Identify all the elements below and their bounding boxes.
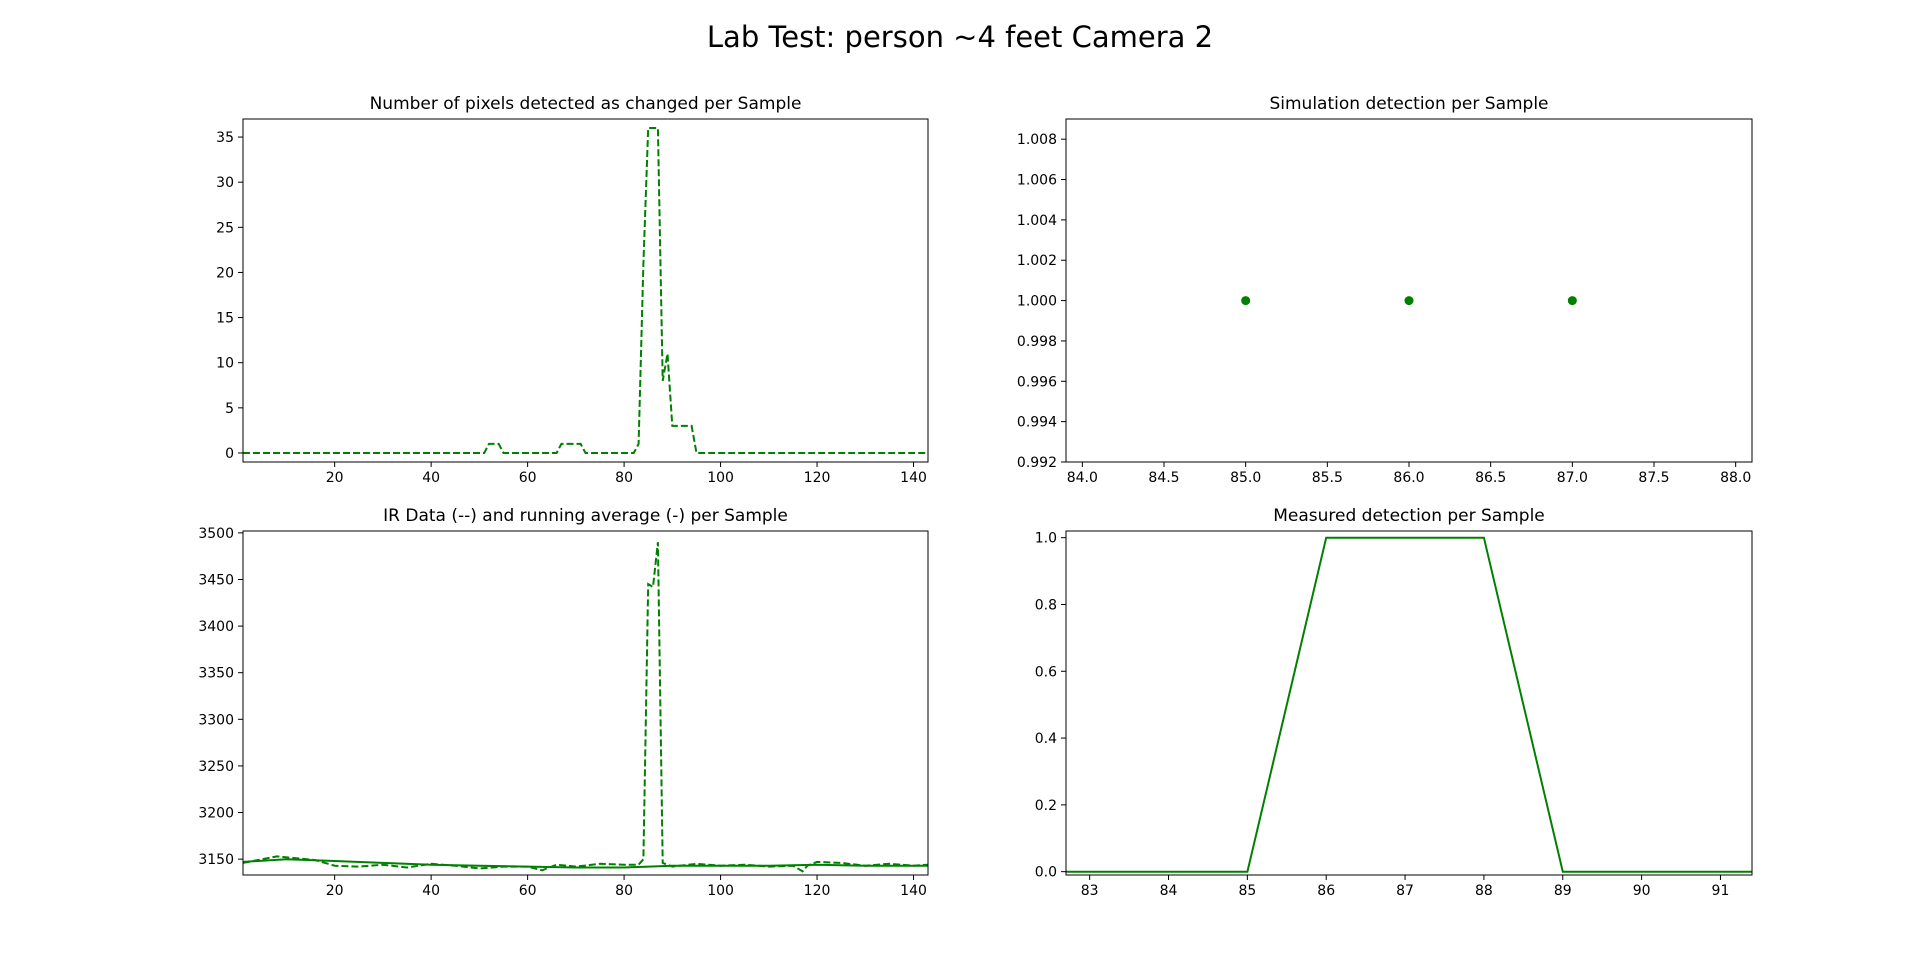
x-tick-label: 91 <box>1712 883 1730 899</box>
axes-frame-simulation <box>1065 118 1753 463</box>
x-tick-label: 84.5 <box>1148 470 1179 486</box>
chart-simulation: Simulation detection per Sample 84.0 84.5 8… <box>1017 94 1753 486</box>
x-tick-label: 100 <box>707 883 734 899</box>
y-tick-label: 0.8 <box>1035 597 1057 613</box>
y-tick-label: 3250 <box>198 759 234 775</box>
series-line-ir-0 <box>243 542 928 873</box>
x-tick-label: 90 <box>1633 883 1651 899</box>
x-tick-label: 85 <box>1238 883 1256 899</box>
y-tick-label: 0.6 <box>1035 664 1057 680</box>
y-tick-label: 25 <box>216 220 234 236</box>
chart-ir: IR Data (--) and running average (-) per… <box>198 506 929 899</box>
x-tick-label: 88 <box>1475 883 1493 899</box>
y-tick-label: 10 <box>216 356 234 372</box>
y-tick-label: 35 <box>216 130 234 146</box>
y-tick-label: 5 <box>225 401 234 417</box>
subplots: Number of pixels detected as changed per… <box>198 94 1753 899</box>
x-tick-label: 85.0 <box>1230 470 1261 486</box>
x-tick-label: 80 <box>615 883 633 899</box>
x-tick-label: 40 <box>422 470 440 486</box>
y-tick-label: 1.000 <box>1017 294 1057 310</box>
x-tick-label: 86.5 <box>1475 470 1506 486</box>
y-tick-label: 0.996 <box>1017 374 1057 390</box>
x-tick-label: 84 <box>1160 883 1178 899</box>
y-tick-label: 3300 <box>198 712 234 728</box>
x-tick-label: 20 <box>326 883 344 899</box>
y-tick-label: 0.2 <box>1035 798 1057 814</box>
data-point-simulation-0 <box>1241 296 1251 306</box>
x-tick-label: 87.5 <box>1638 470 1669 486</box>
figure-title: Lab Test: person ~4 feet Camera 2 <box>707 20 1213 54</box>
data-point-simulation-2 <box>1567 296 1577 306</box>
chart-title-simulation: Simulation detection per Sample <box>1269 94 1548 114</box>
x-tick-label: 80 <box>615 470 633 486</box>
x-tick-label: 60 <box>519 470 537 486</box>
plot-area-pixels <box>243 127 928 454</box>
y-tick-label: 0.992 <box>1017 455 1057 471</box>
plot-area-ir <box>243 542 928 873</box>
y-tick-label: 1.004 <box>1017 213 1057 229</box>
chart-title-pixels: Number of pixels detected as changed per… <box>370 94 802 114</box>
y-tick-label: 3350 <box>198 666 234 682</box>
x-tick-label: 87.0 <box>1557 470 1588 486</box>
x-tick-label: 60 <box>519 883 537 899</box>
data-point-simulation-1 <box>1404 296 1414 306</box>
series-line-measured-0 <box>1066 536 1752 873</box>
plot-area-measured <box>1066 536 1752 873</box>
plot-area-simulation <box>1241 296 1577 306</box>
y-tick-label: 3400 <box>198 619 234 635</box>
x-tick-label: 85.5 <box>1312 470 1343 486</box>
series-line-pixels-0 <box>243 127 928 454</box>
y-tick-label: 15 <box>216 311 234 327</box>
series-line-ir-1 <box>243 858 928 869</box>
y-tick-label: 3200 <box>198 806 234 822</box>
x-tick-label: 40 <box>422 883 440 899</box>
axes-frame-ir <box>242 530 929 876</box>
y-tick-label: 1.008 <box>1017 132 1057 148</box>
x-tick-label: 84.0 <box>1067 470 1098 486</box>
x-tick-label: 120 <box>804 470 831 486</box>
y-tick-label: 0.994 <box>1017 415 1057 431</box>
x-tick-label: 83 <box>1081 883 1099 899</box>
x-tick-label: 86.0 <box>1393 470 1424 486</box>
y-tick-label: 3150 <box>198 852 234 868</box>
y-tick-label: 0 <box>225 446 234 462</box>
axes-frame-measured <box>1065 530 1753 876</box>
chart-title-measured: Measured detection per Sample <box>1273 506 1545 526</box>
x-tick-label: 140 <box>900 883 927 899</box>
x-tick-label: 140 <box>900 470 927 486</box>
chart-measured: Measured detection per Sample 83 84 85 86 87 8… <box>1035 506 1753 899</box>
y-tick-label: 3450 <box>198 572 234 588</box>
x-tick-label: 89 <box>1554 883 1572 899</box>
y-tick-label: 0.0 <box>1035 865 1057 881</box>
x-tick-label: 20 <box>326 470 344 486</box>
y-tick-label: 1.0 <box>1035 531 1057 547</box>
y-tick-label: 20 <box>216 265 234 281</box>
x-tick-label: 88.0 <box>1720 470 1751 486</box>
y-tick-label: 0.998 <box>1017 334 1057 350</box>
chart-title-ir: IR Data (--) and running average (-) per… <box>383 506 788 526</box>
y-tick-label: 1.002 <box>1017 253 1057 269</box>
y-tick-label: 0.4 <box>1035 731 1057 747</box>
x-tick-label: 86 <box>1317 883 1335 899</box>
y-tick-label: 3500 <box>198 526 234 542</box>
axes-frame-pixels <box>242 118 929 463</box>
x-tick-label: 87 <box>1396 883 1414 899</box>
x-tick-label: 100 <box>707 470 734 486</box>
x-tick-label: 120 <box>804 883 831 899</box>
y-tick-label: 30 <box>216 175 234 191</box>
y-tick-label: 1.006 <box>1017 173 1057 189</box>
chart-pixels: Number of pixels detected as changed per… <box>216 94 929 486</box>
